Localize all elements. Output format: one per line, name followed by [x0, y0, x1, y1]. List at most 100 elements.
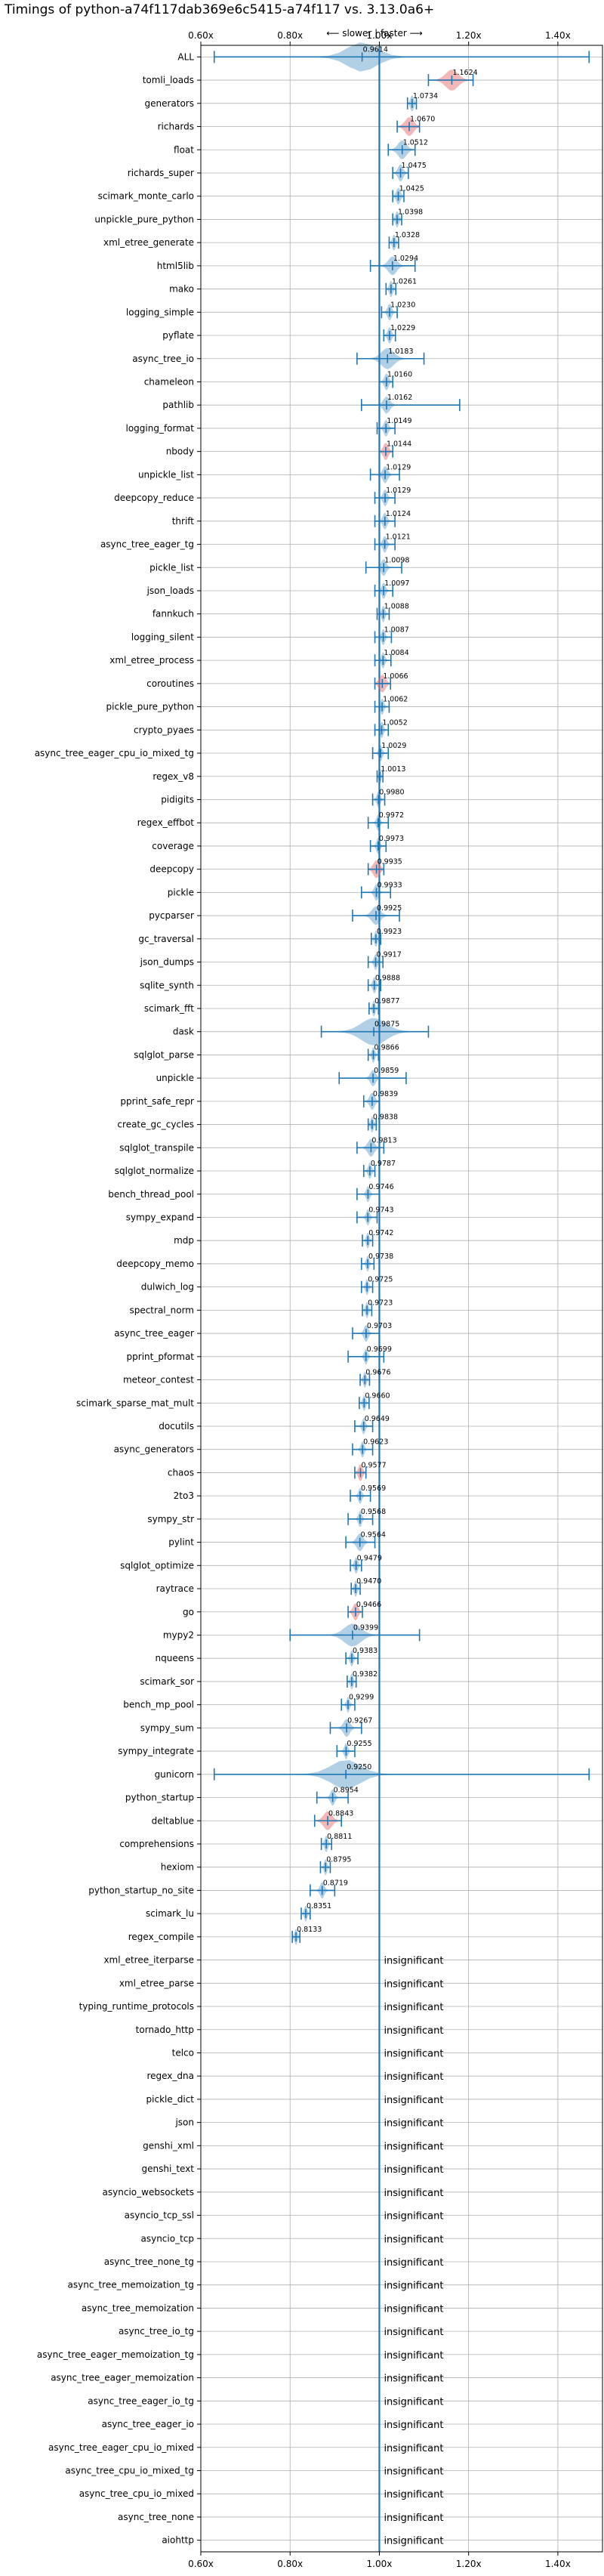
category-label: gc_traversal: [138, 934, 194, 944]
category-label: thrift: [172, 516, 195, 527]
category-label: 2to3: [174, 1490, 194, 1501]
category-label: async_tree_eager: [114, 1328, 194, 1339]
value-label: 1.0013: [381, 765, 405, 774]
category-label: chameleon: [144, 376, 194, 387]
grid-layer: [200, 45, 602, 2552]
category-label: json_loads: [146, 585, 194, 596]
category-label: mdp: [174, 1235, 194, 1246]
category-label: nbody: [166, 446, 194, 457]
value-labels: 0.9614 1.1624 1.0734 1.0670 1.0512 1.0475 1.04…: [297, 45, 478, 2547]
insignificant-label: insignificant: [384, 2234, 443, 2245]
value-label: 0.9725: [368, 1276, 393, 1284]
category-label: gunicorn: [155, 1769, 194, 1780]
insignificant-label: insignificant: [384, 2095, 443, 2106]
category-label: pylint: [168, 1537, 194, 1548]
value-label: 0.9569: [361, 1484, 386, 1493]
value-label: 0.9973: [379, 835, 404, 843]
insignificant-label: insignificant: [384, 1956, 443, 1967]
category-label: coverage: [152, 841, 194, 851]
category-label: crypto_pyaes: [134, 724, 194, 735]
value-label: 0.9743: [368, 1206, 393, 1214]
insignificant-label: insignificant: [384, 2002, 443, 2013]
category-label: create_gc_cycles: [117, 1120, 194, 1130]
category-label: async_tree_eager_cpu_io_mixed: [48, 2442, 194, 2453]
category-label: async_tree_eager_memoization_tg: [37, 2349, 194, 2360]
value-label: 0.9699: [367, 1345, 392, 1354]
value-label: 1.0294: [393, 255, 418, 263]
category-label: python_startup_no_site: [88, 1885, 194, 1895]
insignificant-label: insignificant: [384, 2048, 443, 2059]
category-label: tomli_loads: [143, 75, 194, 85]
insignificant-label: insignificant: [384, 2443, 443, 2454]
category-label: xml_etree_parse: [119, 1978, 194, 1988]
value-label: 0.9255: [347, 1740, 371, 1748]
category-label: regex_effbot: [137, 817, 195, 828]
value-label: 0.9839: [373, 1090, 398, 1098]
value-label: 0.9466: [356, 1601, 381, 1609]
value-label: 0.9676: [365, 1369, 390, 1377]
insignificant-label: insignificant: [384, 2489, 443, 2500]
value-label: 0.9859: [374, 1067, 399, 1075]
value-label: 0.9250: [347, 1763, 371, 1771]
category-label: sqlglot_normalize: [115, 1166, 194, 1176]
category-label: unpickle_pure_python: [94, 214, 194, 224]
value-label: 0.9564: [361, 1531, 386, 1540]
category-label: pycparser: [149, 910, 194, 921]
x-tick-label-top: 1.40x: [545, 30, 571, 41]
value-label: 0.9623: [363, 1438, 388, 1447]
value-label: 1.0162: [387, 394, 412, 402]
value-label: 1.0052: [383, 718, 408, 727]
value-label: 0.9923: [377, 928, 402, 936]
category-label: asyncio_tcp_ssl: [125, 2210, 194, 2221]
value-label: 0.9723: [368, 1299, 393, 1307]
value-label: 0.9738: [368, 1252, 393, 1261]
x-tick-label-bottom: 1.20x: [456, 2559, 482, 2569]
value-label: 0.9875: [374, 1021, 399, 1029]
category-label: xml_etree_process: [109, 655, 194, 666]
category-label: xml_etree_generate: [103, 237, 194, 248]
value-label: 0.9703: [367, 1322, 392, 1330]
category-label: async_tree_eager_io: [102, 2419, 194, 2429]
category-label: scimark_fft: [144, 1003, 194, 1014]
category-label: sympy_integrate: [118, 1746, 194, 1756]
category-label: deepcopy_memo: [116, 1259, 194, 1269]
violin-marks: [213, 42, 590, 1945]
category-label: docutils: [159, 1421, 194, 1432]
category-label: ALL: [177, 51, 194, 62]
x-tick-label-bottom: 1.00x: [367, 2559, 393, 2569]
insignificant-label: insignificant: [384, 2025, 443, 2037]
category-label: comprehensions: [119, 1839, 194, 1849]
category-label: fannkuch: [153, 609, 194, 619]
category-label: generators: [144, 98, 194, 109]
category-label: html5lib: [157, 261, 194, 271]
category-label: unpickle: [156, 1073, 194, 1083]
category-label: dask: [173, 1027, 194, 1037]
category-label: sqlglot_parse: [134, 1049, 194, 1060]
insignificant-label: insignificant: [384, 2396, 443, 2408]
insignificant-label: insignificant: [384, 2141, 443, 2152]
category-label: mako: [169, 284, 194, 295]
value-label: 0.9577: [361, 1461, 386, 1469]
category-label: scimark_monte_carlo: [98, 191, 194, 202]
category-label: deepcopy: [149, 864, 194, 875]
insignificant-label: insignificant: [384, 2466, 443, 2477]
category-label: genshi_text: [142, 2164, 195, 2174]
category-label: json_dumps: [140, 957, 194, 968]
category-label: regex_v8: [153, 771, 194, 782]
category-label: aiohttp: [162, 2535, 194, 2546]
value-label: 0.8811: [327, 1833, 352, 1841]
category-label: sqlglot_transpile: [119, 1142, 194, 1153]
value-label: 1.0734: [413, 92, 438, 100]
value-label: 0.9299: [349, 1694, 374, 1702]
value-label: 0.9742: [368, 1229, 393, 1237]
category-label: typing_runtime_protocols: [79, 2001, 194, 2012]
category-label: json: [174, 2117, 194, 2128]
category-label: deltablue: [152, 1815, 194, 1826]
category-label: async_generators: [114, 1444, 194, 1455]
category-label: logging_silent: [131, 632, 194, 642]
value-label: 1.0066: [383, 672, 408, 681]
category-label: pickle_dict: [146, 2094, 195, 2105]
chart-title: Timings of python-a74f117dab369e6c5415-a…: [4, 2, 434, 17]
category-label: deepcopy_reduce: [114, 493, 194, 503]
category-label: async_tree_io_tg: [119, 2326, 194, 2337]
